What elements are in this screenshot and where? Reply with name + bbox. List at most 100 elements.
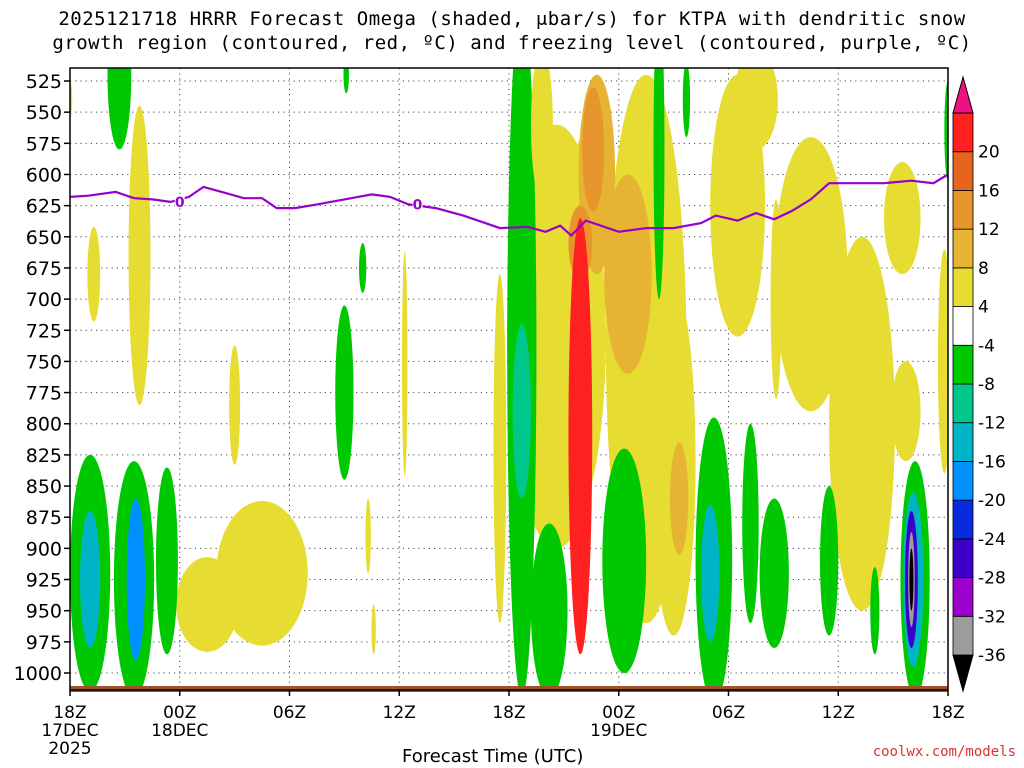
y-tick-label: 875: [26, 507, 62, 529]
omega-region: [335, 305, 354, 480]
freezing-level-label: 0: [175, 195, 185, 211]
colorbar-segment: [952, 499, 974, 540]
x-tick-label: 18Z: [492, 703, 525, 723]
colorbar-label: 4: [978, 298, 989, 318]
omega-region: [759, 498, 789, 649]
colorbar-segment: [952, 151, 974, 191]
colorbar-label: 20: [978, 143, 1000, 163]
colorbar-segment: [952, 461, 974, 501]
x-tick-sublabel: 19DEC: [590, 721, 647, 741]
omega-region: [87, 226, 101, 322]
colorbar-label: 12: [978, 220, 1000, 240]
colorbar-segment: [952, 422, 974, 462]
omega-region: [343, 68, 349, 94]
omega-region: [216, 501, 308, 646]
omega-region: [937, 249, 948, 474]
omega-region: [774, 137, 848, 412]
omega-region: [401, 251, 408, 477]
omega-region: [870, 567, 880, 655]
omega-region: [883, 162, 921, 275]
omega-region: [359, 243, 367, 293]
omega-region: [176, 557, 239, 652]
omega-region: [669, 442, 689, 555]
y-tick-label: 925: [26, 570, 62, 592]
omega-region: [493, 274, 507, 624]
y-axis: 525 550 575 600 625 650 675 700 725 750 775 800 825 8…: [14, 71, 70, 685]
y-tick-label: 1000: [14, 663, 62, 685]
y-tick-label: 600: [26, 164, 62, 186]
colorbar-segment: [952, 75, 974, 114]
y-tick-label: 650: [26, 227, 62, 249]
omega-region: [819, 486, 839, 636]
colorbar-segment: [952, 615, 974, 656]
omega-region: [229, 345, 241, 465]
x-tick-label: 00Z: [163, 703, 196, 723]
y-tick-label: 800: [26, 414, 62, 436]
x-tick-label: 06Z: [273, 703, 306, 723]
y-tick-label: 625: [26, 196, 62, 218]
y-tick-label: 675: [26, 258, 62, 280]
omega-region: [829, 236, 895, 611]
omega-region: [155, 467, 178, 655]
y-tick-label: 700: [26, 289, 62, 311]
x-tick-sublabel: 17DEC: [41, 721, 98, 741]
y-tick-label: 850: [26, 476, 62, 498]
colorbar-segment: [952, 267, 974, 307]
y-tick-label: 825: [26, 445, 62, 467]
x-tick-label: 18Z: [931, 703, 964, 723]
x-tick-label: 00Z: [602, 703, 635, 723]
colorbar-segment: [952, 344, 974, 385]
colorbar-segment: [952, 383, 974, 424]
colorbar-segment: [952, 190, 974, 230]
omega-region: [944, 81, 948, 181]
colorbar-segment: [952, 112, 974, 153]
colorbar: -36 -32 -28 -24 -20 -16 -12 -8 -4 4 8 12 16 20: [952, 75, 1006, 693]
freezing-level-label: 0: [413, 197, 423, 213]
omega-region: [128, 105, 151, 406]
colorbar-label: -16: [978, 452, 1006, 472]
terrain-band: [70, 686, 948, 692]
colorbar-label: -36: [978, 646, 1006, 666]
x-tick-label: 18Z: [53, 703, 86, 723]
y-tick-label: 950: [26, 601, 62, 623]
colorbar-segment: [952, 228, 974, 269]
y-tick-label: 775: [26, 383, 62, 405]
omega-region: [80, 510, 101, 649]
y-tick-label: 975: [26, 632, 62, 654]
colorbar-segment: [952, 577, 974, 617]
omega-region: [909, 548, 914, 611]
omega-region: [126, 498, 145, 661]
omega-shading: [70, 68, 948, 690]
omega-region: [365, 498, 371, 574]
colorbar-segment: [952, 538, 974, 578]
x-tick-sublabel: 2025: [48, 739, 91, 759]
y-tick-label: 725: [26, 320, 62, 342]
x-tick-label: 12Z: [383, 703, 416, 723]
freezing-level-line: [69, 173, 949, 238]
x-axis-label: Forecast Time (UTC): [402, 746, 584, 767]
colorbar-label: -12: [978, 414, 1006, 434]
y-tick-label: 750: [26, 351, 62, 373]
omega-region: [371, 604, 376, 655]
omega-region: [107, 68, 132, 150]
omega-region: [530, 523, 568, 690]
omega-region: [530, 68, 553, 200]
colorbar-label: -32: [978, 607, 1006, 627]
omega-region: [682, 68, 691, 138]
omega-region: [512, 324, 531, 499]
colorbar-label: -28: [978, 569, 1006, 589]
colorbar-segment: [952, 306, 974, 346]
colorbar-label: -24: [978, 530, 1006, 550]
x-tick-sublabel: 18DEC: [151, 721, 208, 741]
omega-region: [742, 423, 759, 624]
chart-title-line-1: 2025121718 HRRR Forecast Omega (shaded, …: [58, 8, 966, 30]
omega-region: [653, 68, 665, 300]
x-tick-label: 12Z: [822, 703, 855, 723]
colorbar-label: -4: [978, 336, 995, 356]
y-tick-label: 525: [26, 71, 62, 93]
omega-region: [568, 218, 593, 655]
colorbar-label: -20: [978, 491, 1006, 511]
